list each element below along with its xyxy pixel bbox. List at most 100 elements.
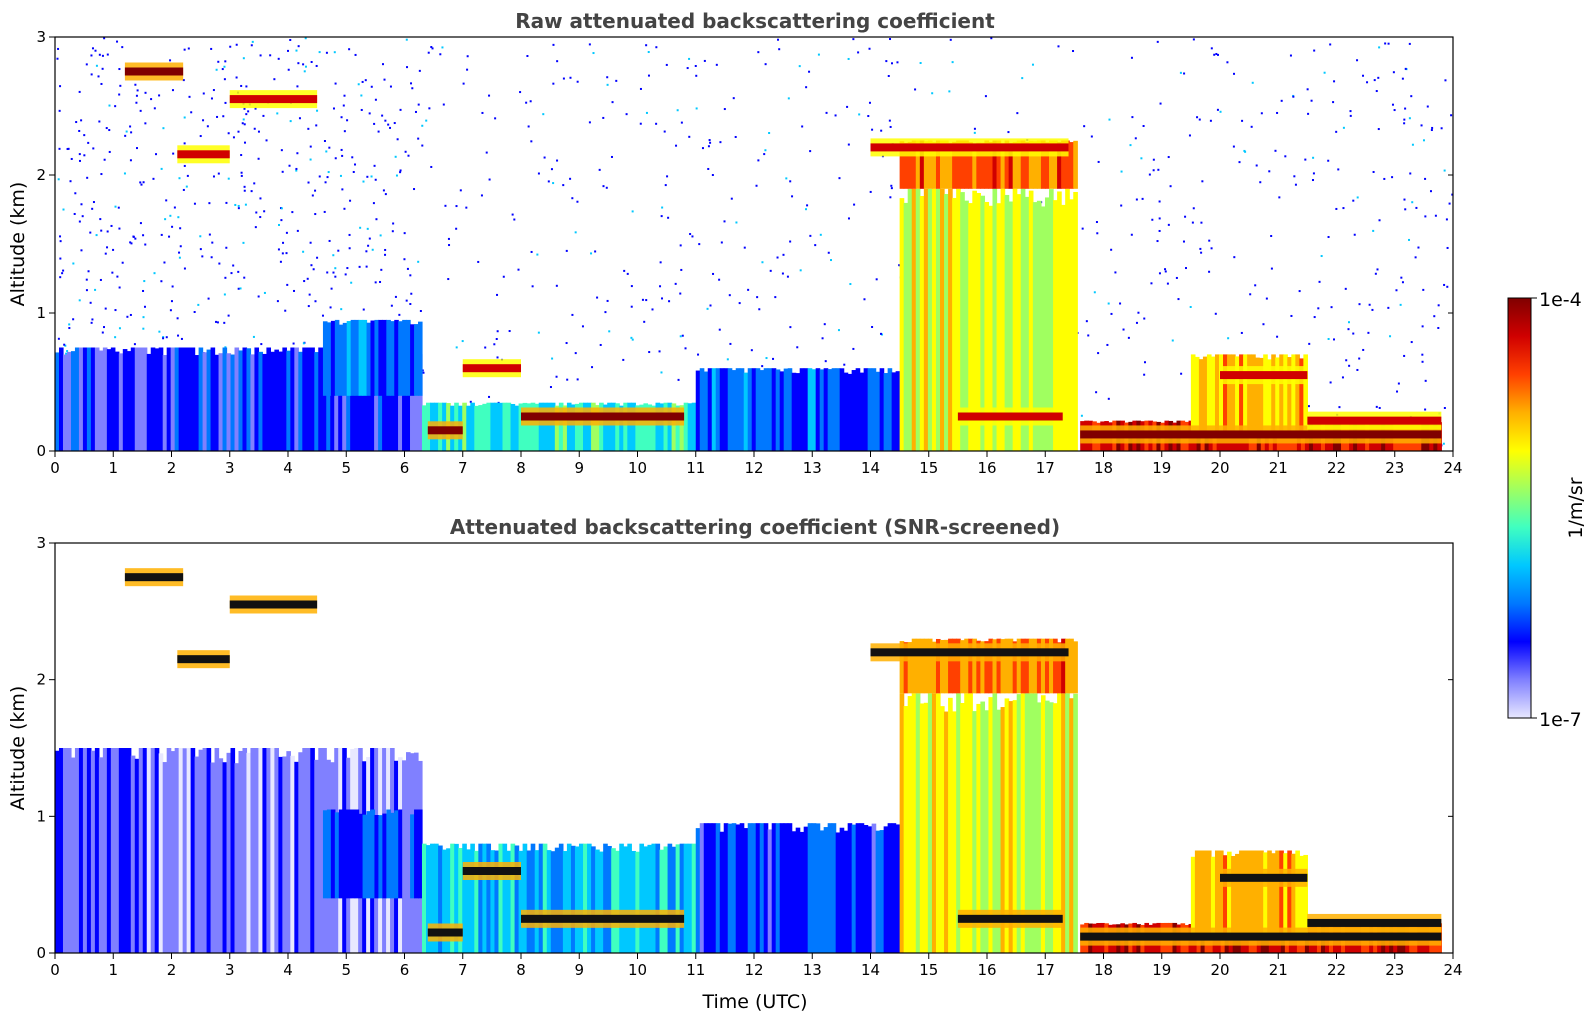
- noise-speck: [1424, 215, 1427, 218]
- noise-speck: [608, 330, 611, 333]
- noise-speck: [1164, 270, 1167, 273]
- backscatter-cell: [847, 373, 853, 451]
- noise-speck: [225, 201, 228, 204]
- noise-speck: [1420, 124, 1423, 127]
- noise-speck: [719, 141, 722, 144]
- backscatter-cell: [146, 353, 152, 451]
- backscatter-cell: [743, 828, 749, 953]
- noise-speck: [830, 259, 833, 262]
- backscatter-cell: [1057, 642, 1062, 694]
- backscatter-cell: [1024, 142, 1030, 189]
- backscatter-cell: [763, 368, 769, 451]
- noise-speck: [293, 289, 296, 292]
- cloud-layer-core: [1080, 430, 1442, 439]
- noise-speck: [868, 47, 871, 50]
- backscatter-cell: [106, 748, 112, 953]
- backscatter-cell: [218, 758, 224, 953]
- backscatter-cell: [566, 402, 572, 451]
- noise-speck: [1335, 207, 1338, 210]
- backscatter-cell: [960, 140, 965, 189]
- noise-speck: [202, 92, 205, 95]
- backscatter-cell: [587, 402, 592, 451]
- backscatter-cell: [851, 824, 857, 953]
- noise-speck: [701, 147, 704, 150]
- noise-speck: [1444, 79, 1447, 82]
- backscatter-cell: [927, 693, 933, 953]
- noise-speck: [684, 347, 687, 350]
- noise-speck: [176, 317, 179, 320]
- backscatter-cell: [639, 404, 645, 451]
- backscatter-cell: [55, 750, 60, 953]
- noise-speck: [1408, 238, 1411, 241]
- noise-speck: [857, 51, 860, 54]
- noise-speck: [1294, 183, 1297, 186]
- noise-speck: [853, 203, 856, 206]
- noise-speck: [984, 95, 987, 98]
- backscatter-cell: [595, 849, 600, 953]
- noise-speck: [519, 91, 522, 94]
- noise-speck: [778, 48, 781, 51]
- backscatter-cell: [374, 319, 380, 396]
- backscatter-cell: [210, 347, 216, 451]
- noise-speck: [645, 44, 648, 47]
- noise-speck: [756, 296, 759, 299]
- backscatter-cell: [835, 832, 841, 953]
- noise-speck: [129, 125, 132, 128]
- x-tick-label: 9: [574, 459, 584, 477]
- noise-speck: [64, 344, 67, 347]
- noise-speck: [295, 49, 298, 52]
- noise-speck: [342, 104, 345, 107]
- backscatter-cell: [178, 347, 184, 451]
- noise-speck: [718, 328, 721, 331]
- backscatter-cell: [952, 141, 957, 189]
- backscatter-cell: [190, 347, 196, 451]
- noise-speck: [298, 117, 301, 120]
- backscatter-cell: [398, 809, 403, 899]
- backscatter-cell: [1065, 638, 1070, 694]
- noise-speck: [1255, 164, 1258, 167]
- noise-speck: [1158, 272, 1161, 275]
- backscatter-cell: [162, 762, 168, 953]
- noise-speck: [889, 125, 892, 128]
- backscatter-cell: [1016, 140, 1022, 189]
- noise-speck: [302, 250, 305, 253]
- noise-speck: [1238, 161, 1241, 164]
- noise-speck: [315, 64, 318, 67]
- noise-speck: [254, 107, 257, 110]
- noise-speck: [1443, 169, 1446, 172]
- backscatter-cell: [234, 763, 240, 953]
- backscatter-cell: [378, 319, 383, 396]
- noise-speck: [309, 158, 312, 161]
- noise-speck: [105, 127, 108, 130]
- noise-speck: [215, 320, 218, 323]
- noise-speck: [1031, 63, 1034, 66]
- backscatter-cell: [992, 639, 998, 694]
- backscatter-cell: [855, 368, 861, 451]
- backscatter-cell: [923, 702, 929, 953]
- noise-speck: [1151, 218, 1154, 221]
- backscatter-cell: [615, 403, 620, 451]
- backscatter-cell: [70, 351, 76, 451]
- noise-speck: [1375, 405, 1378, 408]
- noise-speck: [1417, 246, 1420, 249]
- backscatter-cell: [895, 371, 901, 451]
- noise-speck: [1410, 95, 1413, 98]
- noise-speck: [210, 47, 213, 50]
- noise-speck: [1158, 229, 1161, 232]
- noise-speck: [142, 327, 145, 330]
- noise-speck: [287, 68, 290, 71]
- backscatter-cell: [787, 823, 793, 953]
- backscatter-cell: [907, 642, 913, 694]
- noise-speck: [126, 315, 129, 318]
- noise-speck: [442, 103, 445, 106]
- noise-speck: [1114, 271, 1117, 274]
- noise-speck: [757, 159, 760, 162]
- noise-speck: [602, 116, 605, 119]
- backscatter-cell: [1267, 850, 1272, 940]
- noise-speck: [1337, 168, 1340, 171]
- noise-speck: [389, 126, 392, 129]
- noise-speck: [1327, 159, 1330, 162]
- noise-speck: [681, 334, 684, 337]
- noise-speck: [1081, 227, 1084, 230]
- backscatter-cell: [414, 809, 419, 899]
